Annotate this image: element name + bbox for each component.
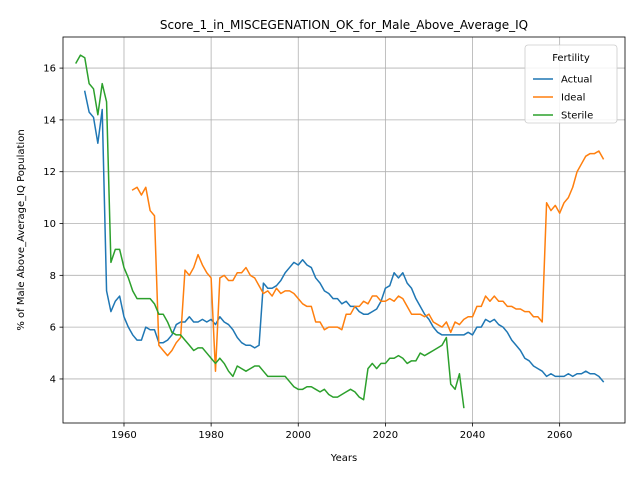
x-tick-label: 2000 [286, 430, 311, 441]
y-tick-label: 4 [50, 374, 56, 385]
legend: Fertility Actual Ideal Sterile [524, 44, 618, 124]
x-tick-label: 2020 [373, 430, 398, 441]
x-axis: 1960 1980 2000 2020 2040 2060 [111, 423, 572, 441]
legend-label-sterile: Sterile [561, 111, 593, 122]
y-axis: 4 6 8 10 12 14 16 [43, 64, 63, 385]
series-line-actual [83, 90, 605, 383]
x-tick-label: 2040 [460, 430, 485, 441]
y-tick-label: 6 [50, 323, 56, 334]
x-tick-label: 1980 [198, 430, 223, 441]
y-axis-label: % of Male Above_Average_IQ Population [16, 129, 27, 330]
y-tick-label: 16 [43, 64, 56, 75]
y-tick-label: 8 [50, 271, 56, 282]
axes-frame [62, 36, 626, 424]
plot-area [75, 54, 605, 409]
y-tick-label: 10 [43, 219, 56, 230]
legend-label-actual: Actual [561, 75, 592, 86]
legend-label-ideal: Ideal [561, 93, 585, 104]
x-tick-label: 2060 [547, 430, 572, 441]
legend-title: Fertility [552, 53, 590, 64]
y-tick-label: 12 [43, 167, 56, 178]
chart-title: Score_1_in_MISCEGENATION_OK_for_Male_Abo… [160, 18, 528, 32]
x-axis-label: Years [330, 453, 357, 464]
series-line-ideal [131, 150, 605, 372]
legend-entries: Actual Ideal Sterile [533, 75, 593, 122]
legend-box [524, 44, 618, 124]
series-line-sterile [75, 54, 465, 409]
x-tick-label: 1960 [111, 430, 136, 441]
y-tick-label: 14 [43, 115, 56, 126]
